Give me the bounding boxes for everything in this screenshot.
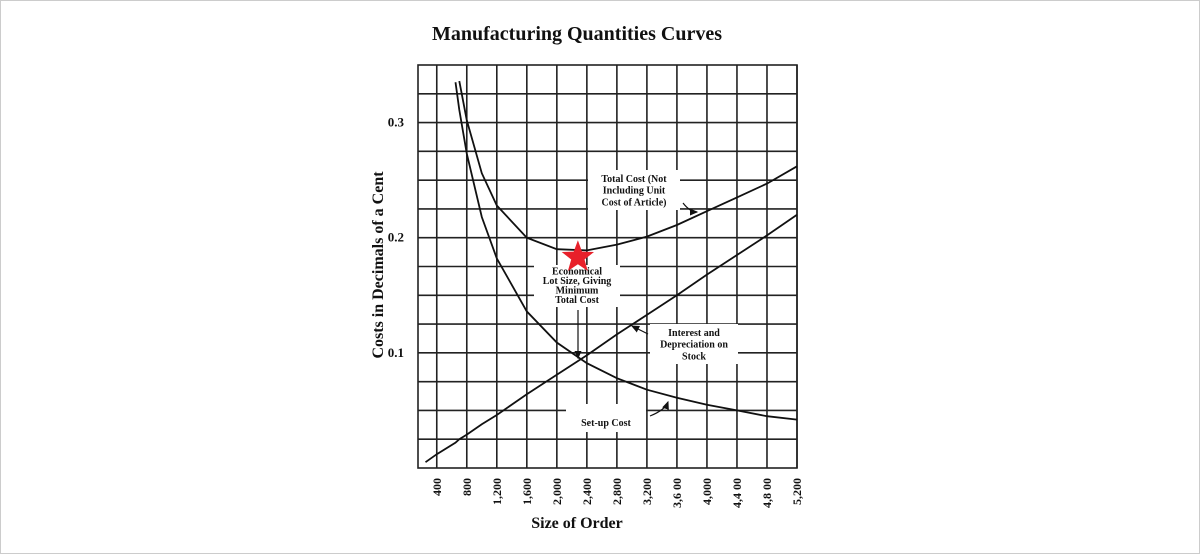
x-tick-label: 3,200 xyxy=(640,478,654,505)
y-axis-title: Costs in Decimals of a Cent xyxy=(370,171,387,359)
x-tick-label: 3,6 00 xyxy=(670,478,684,508)
highlight-star xyxy=(561,240,594,271)
line-series xyxy=(454,82,798,421)
x-tick-label: 4,8 00 xyxy=(760,478,774,508)
annotation-arrow xyxy=(649,400,669,417)
x-tick-label: 4,4 00 xyxy=(730,478,744,508)
y-tick-label: 0.3 xyxy=(388,115,405,130)
annotation-text: Total Cost (Not xyxy=(601,174,667,185)
x-tick-label: 1,600 xyxy=(520,478,534,505)
annotation-text: Cost of Article) xyxy=(602,197,667,208)
y-tick-label: 0.1 xyxy=(388,345,404,360)
annotation: Set-up Cost xyxy=(566,400,669,432)
annotation-arrow xyxy=(682,202,699,216)
annotation-box xyxy=(566,404,646,432)
x-tick-label: 2,000 xyxy=(550,478,564,505)
x-tick-label: 4,000 xyxy=(700,478,714,505)
annotation-box xyxy=(588,170,680,210)
annotation-box xyxy=(650,324,738,364)
annotation-arrow xyxy=(630,325,649,335)
annotation-text: Including Unit xyxy=(603,186,666,197)
x-tick-label: 2,400 xyxy=(580,478,594,505)
x-axis-title: Size of Order xyxy=(531,515,623,532)
annotation-text: Economical xyxy=(552,267,602,278)
x-tick-label: 2,800 xyxy=(610,478,624,505)
line-series xyxy=(424,213,798,463)
x-tick-label: 1,200 xyxy=(490,478,504,505)
annotation-box xyxy=(534,265,620,307)
annotation-text: Total Cost xyxy=(555,295,599,306)
annotation-text: Stock xyxy=(682,351,706,362)
x-tick-label: 800 xyxy=(460,478,474,496)
annotation-text: Set-up Cost xyxy=(581,418,631,429)
x-tick-label: 400 xyxy=(430,478,444,496)
annotation-text: Lot Size, Giving xyxy=(543,276,612,287)
x-tick-label: 5,200 xyxy=(790,478,804,505)
annotation-text: Depreciation on xyxy=(660,340,728,351)
line-series xyxy=(458,80,798,252)
y-tick-label: 0.2 xyxy=(388,230,404,245)
annotation-text: Interest and xyxy=(668,328,720,339)
chart-title: Manufacturing Quantities Curves xyxy=(432,23,722,45)
annotation-text: Minimum xyxy=(556,286,599,297)
